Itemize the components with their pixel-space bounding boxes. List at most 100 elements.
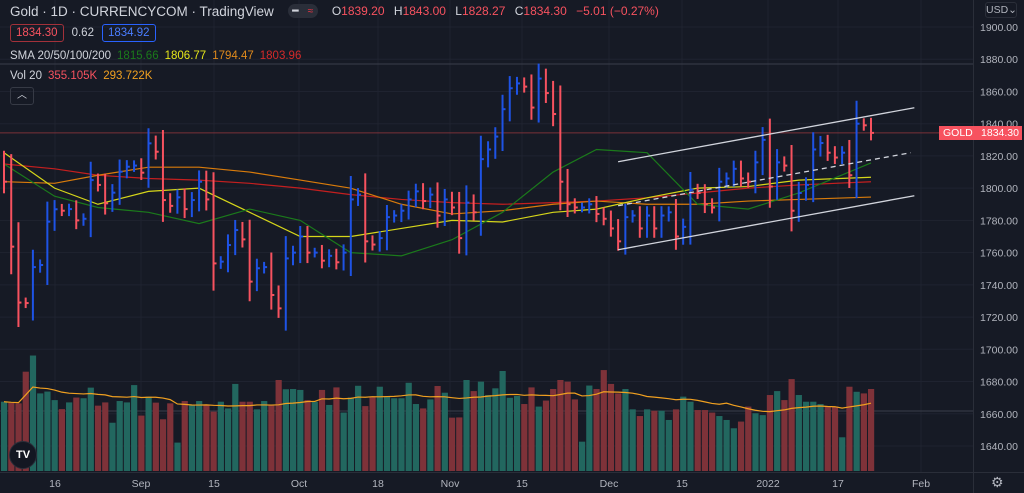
sell-button[interactable]: 1834.30 bbox=[10, 24, 64, 42]
ohlc-bar bbox=[494, 127, 499, 159]
sma-legend[interactable]: SMA 20/50/100/200 1815.66 1806.77 1794.47 18… bbox=[10, 50, 307, 62]
volume-bar bbox=[579, 441, 586, 471]
volume-bar bbox=[550, 389, 557, 471]
price-tick-label: 1640.00 bbox=[980, 441, 1018, 453]
ohlc-bar bbox=[862, 118, 867, 131]
volume-bar bbox=[152, 402, 159, 471]
volume-value: 355.105K bbox=[47, 70, 98, 82]
ohlc-bar bbox=[754, 150, 759, 194]
ohlc-bar bbox=[226, 234, 231, 273]
volume-bar bbox=[528, 387, 535, 471]
volume-bar bbox=[846, 386, 853, 471]
last-price-label: GOLD 1834.30 bbox=[939, 126, 1022, 140]
volume-bar bbox=[405, 382, 412, 471]
volume-bar bbox=[644, 409, 651, 471]
ohlc-bar bbox=[104, 173, 109, 215]
time-tick-label: Feb bbox=[912, 478, 930, 490]
ohlc-bar bbox=[111, 184, 116, 212]
ohlc-bar bbox=[198, 170, 203, 212]
volume-ma-line bbox=[3, 386, 872, 413]
price-tick-label: 1740.00 bbox=[980, 280, 1018, 292]
ohlc-bar bbox=[328, 249, 333, 268]
ohlc-bar bbox=[472, 194, 477, 221]
time-axis[interactable]: 16 Sep 15 Oct 18 Nov 15 Dec 15 2022 17 Feb bbox=[49, 478, 930, 490]
trend-channel[interactable] bbox=[618, 107, 915, 251]
open-value: 1839.20 bbox=[341, 4, 385, 18]
ohlc-bar bbox=[783, 156, 788, 172]
currency-dropdown[interactable]: USD⌄ bbox=[985, 2, 1017, 18]
volume-bar bbox=[470, 391, 477, 471]
ohlc-bar bbox=[588, 198, 593, 214]
ohlc-bar bbox=[140, 158, 145, 180]
ohlc-bar bbox=[660, 206, 665, 238]
ohlc-bar bbox=[653, 206, 658, 238]
ohlc-bar bbox=[241, 221, 246, 248]
ohlc-bar bbox=[450, 191, 455, 216]
volume-bar bbox=[44, 391, 51, 471]
ohlc-bar bbox=[465, 185, 470, 256]
volume-bar bbox=[297, 389, 304, 471]
volume-bar bbox=[181, 401, 188, 471]
trade-buttons: 1834.30 0.62 1834.92 bbox=[10, 24, 156, 42]
channel-lower-line bbox=[618, 195, 915, 251]
volume-bar bbox=[492, 388, 499, 471]
ohlc-bar bbox=[234, 219, 239, 256]
ohlc-bar bbox=[833, 146, 838, 165]
settings-gear-icon[interactable]: ⚙ bbox=[991, 474, 1004, 490]
volume-bar bbox=[716, 416, 723, 471]
volume-bar bbox=[759, 415, 766, 471]
ohlc-bar bbox=[161, 129, 166, 222]
volume-bar bbox=[94, 405, 102, 471]
volume-bar bbox=[362, 406, 369, 471]
ohlc-bar bbox=[39, 259, 44, 273]
volume-bar bbox=[766, 395, 774, 471]
high-value: 1843.00 bbox=[402, 4, 446, 18]
ohlc-values: O1839.20 H1843.00 L1828.27 C1834.30 −5.0… bbox=[332, 4, 665, 18]
volume-legend[interactable]: Vol 20 355.105K 293.722K bbox=[10, 70, 158, 82]
ohlc-bar bbox=[118, 159, 123, 205]
volume-bar bbox=[318, 389, 326, 471]
chart-header: Gold · 1D · CURRENCYCOM · TradingView ━ ≈… bbox=[10, 2, 665, 20]
volume-bar bbox=[398, 398, 405, 471]
chevron-down-icon: ⌄ bbox=[1008, 4, 1017, 16]
price-tick-label: 1700.00 bbox=[980, 344, 1018, 356]
collapse-legend-button[interactable]: ︿ bbox=[10, 87, 34, 105]
sma50-value: 1806.77 bbox=[164, 50, 207, 62]
time-tick-label: 15 bbox=[676, 478, 688, 490]
sma20-value: 1815.66 bbox=[117, 50, 159, 62]
volume-bar bbox=[66, 402, 73, 471]
volume-bar bbox=[37, 393, 44, 471]
volume-bar bbox=[607, 383, 615, 471]
ohlc-bar bbox=[313, 247, 318, 258]
ohlc-bar bbox=[826, 134, 831, 161]
volume-bar bbox=[159, 419, 167, 471]
ohlc-bar bbox=[385, 204, 390, 251]
buy-button[interactable]: 1834.92 bbox=[101, 24, 156, 42]
volume-bar bbox=[557, 380, 564, 471]
price-tick-label: 1900.00 bbox=[980, 22, 1018, 34]
time-tick-label: 16 bbox=[49, 478, 61, 490]
ohlc-bar bbox=[696, 183, 701, 199]
ohlc-bar bbox=[804, 177, 809, 201]
ohlc-bar bbox=[154, 135, 159, 160]
volume-bar bbox=[701, 410, 709, 471]
ohlc-bar bbox=[342, 244, 347, 271]
symbol-title[interactable]: Gold · 1D · CURRENCYCOM · TradingView bbox=[10, 3, 274, 19]
time-tick-label: Dec bbox=[600, 478, 619, 490]
ohlc-bar bbox=[573, 198, 578, 214]
volume-bar bbox=[672, 409, 680, 471]
tradingview-logo[interactable]: TV bbox=[9, 441, 37, 469]
volume-bar bbox=[138, 415, 145, 471]
open-label: O bbox=[331, 4, 342, 18]
volume-bar bbox=[188, 404, 196, 471]
last-price-symbol: GOLD bbox=[943, 127, 973, 139]
volume-bar bbox=[788, 379, 795, 471]
visibility-toggle[interactable]: ━ ≈ bbox=[287, 4, 318, 18]
volume-bar bbox=[174, 442, 181, 471]
price-axis[interactable]: 1900.001880.001860.001840.001820.001800.… bbox=[980, 22, 1018, 453]
price-tick-label: 1680.00 bbox=[980, 377, 1018, 389]
ohlc-bar bbox=[747, 172, 752, 188]
ohlc-bar bbox=[284, 236, 289, 331]
volume-bar bbox=[434, 386, 441, 471]
